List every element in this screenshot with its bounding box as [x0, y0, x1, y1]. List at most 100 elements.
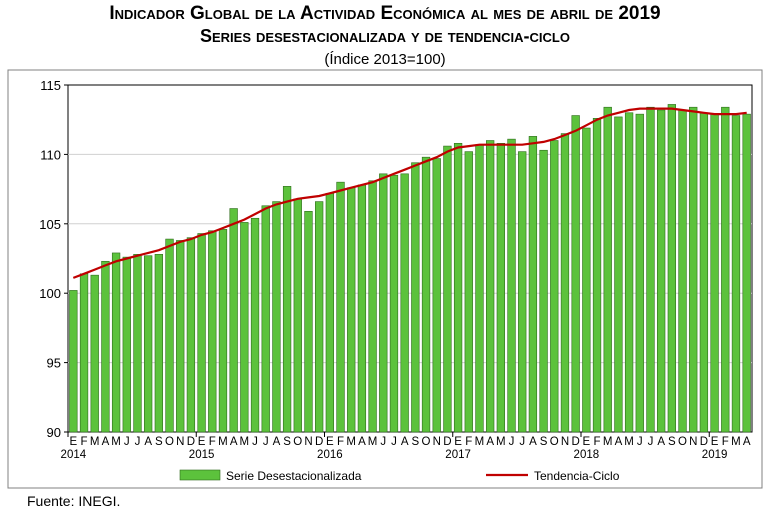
x-tick-label: A	[273, 436, 281, 448]
bar	[550, 140, 559, 433]
x-tick-label: J	[391, 436, 397, 448]
bar	[518, 151, 527, 433]
year-label: 2016	[317, 449, 343, 461]
x-tick-label: D	[315, 436, 323, 448]
bar	[678, 109, 687, 433]
year-label: 2017	[445, 449, 471, 461]
year-label: 2014	[61, 449, 87, 461]
bar	[432, 158, 441, 433]
bar	[560, 133, 570, 433]
bar	[218, 229, 228, 433]
x-tick-label: A	[102, 436, 110, 448]
bar	[90, 274, 99, 433]
x-tick-label: F	[337, 436, 344, 448]
x-tick-label: A	[615, 436, 623, 448]
bar	[261, 205, 270, 433]
bar	[293, 198, 302, 433]
bar	[240, 222, 249, 433]
bar	[101, 260, 110, 433]
bar	[475, 144, 484, 433]
chart-title: Indicador Global de la Actividad Económi…	[109, 3, 661, 24]
x-tick-label: O	[165, 436, 174, 448]
bar	[571, 115, 580, 433]
x-tick-label: J	[252, 436, 258, 448]
bar	[336, 181, 345, 433]
x-tick-label: J	[135, 436, 141, 448]
x-tick-label: N	[561, 436, 569, 448]
x-tick-label: M	[368, 436, 378, 448]
bar	[721, 106, 730, 433]
bar	[176, 240, 185, 433]
x-tick-label: A	[743, 436, 751, 448]
y-tick-label: 110	[40, 147, 61, 162]
bar	[304, 211, 313, 433]
legend: Serie Desestacionalizada Tendencia-Ciclo	[179, 469, 620, 483]
y-tick-label: 105	[39, 217, 61, 232]
x-tick-label: A	[529, 436, 537, 448]
x-tick-label: A	[657, 436, 665, 448]
x-tick-label: M	[90, 436, 100, 448]
x-tick-label: F	[722, 436, 729, 448]
x-tick-label: J	[519, 436, 525, 448]
x-tick-label: S	[155, 436, 163, 448]
bar	[357, 184, 367, 433]
x-tick-label: E	[70, 436, 78, 448]
bar	[731, 115, 741, 433]
bar	[496, 142, 505, 433]
x-tick-label: N	[176, 436, 184, 448]
y-axis: 90 95 100 105 110 115	[39, 78, 68, 440]
x-tick-label: E	[326, 436, 334, 448]
x-tick-label: D	[443, 436, 451, 448]
x-tick-label: A	[401, 436, 409, 448]
x-tick-label: D	[700, 436, 708, 448]
x-tick-label: J	[263, 436, 269, 448]
x-tick-label: F	[209, 436, 216, 448]
chart-subtitle: Series desestacionalizada y de tendencia…	[199, 26, 570, 46]
bar	[486, 140, 495, 433]
x-tick-label: M	[731, 436, 741, 448]
bar	[443, 145, 452, 433]
bar	[464, 151, 473, 433]
bar	[79, 273, 89, 433]
y-tick-label: 90	[47, 425, 61, 440]
x-tick-label: E	[711, 436, 719, 448]
bar	[272, 201, 281, 433]
bar	[539, 149, 548, 433]
year-label: 2019	[702, 449, 728, 461]
x-tick-label: J	[124, 436, 130, 448]
x-tick-label: O	[678, 436, 687, 448]
bar	[699, 112, 709, 433]
year-label: 2015	[189, 449, 215, 461]
bar	[646, 106, 655, 433]
x-tick-label: M	[240, 436, 250, 448]
bar	[614, 116, 623, 433]
bar	[197, 233, 206, 433]
x-tick-label: F	[465, 436, 472, 448]
bar	[689, 106, 698, 433]
x-tick-label: S	[668, 436, 676, 448]
bar	[154, 254, 163, 433]
bar	[144, 255, 153, 433]
x-tick-label: M	[603, 436, 613, 448]
x-tick-label: M	[346, 436, 356, 448]
bar	[603, 106, 612, 433]
bar	[347, 187, 356, 433]
x-tick-label: D	[572, 436, 580, 448]
bar	[421, 156, 431, 433]
x-tick-label: J	[509, 436, 515, 448]
x-tick-label: J	[648, 436, 654, 448]
bar	[122, 256, 131, 433]
bar	[411, 162, 420, 433]
bar	[592, 118, 602, 433]
bar	[582, 127, 591, 433]
x-tick-label: O	[293, 436, 302, 448]
bar	[667, 104, 676, 433]
x-tick-label: A	[358, 436, 366, 448]
bar	[229, 208, 238, 433]
x-tick-label: N	[689, 436, 697, 448]
x-tick-label: D	[187, 436, 195, 448]
chart-note: (Índice 2013=100)	[324, 51, 446, 68]
x-tick-label: S	[540, 436, 548, 448]
x-tick-label: M	[218, 436, 228, 448]
